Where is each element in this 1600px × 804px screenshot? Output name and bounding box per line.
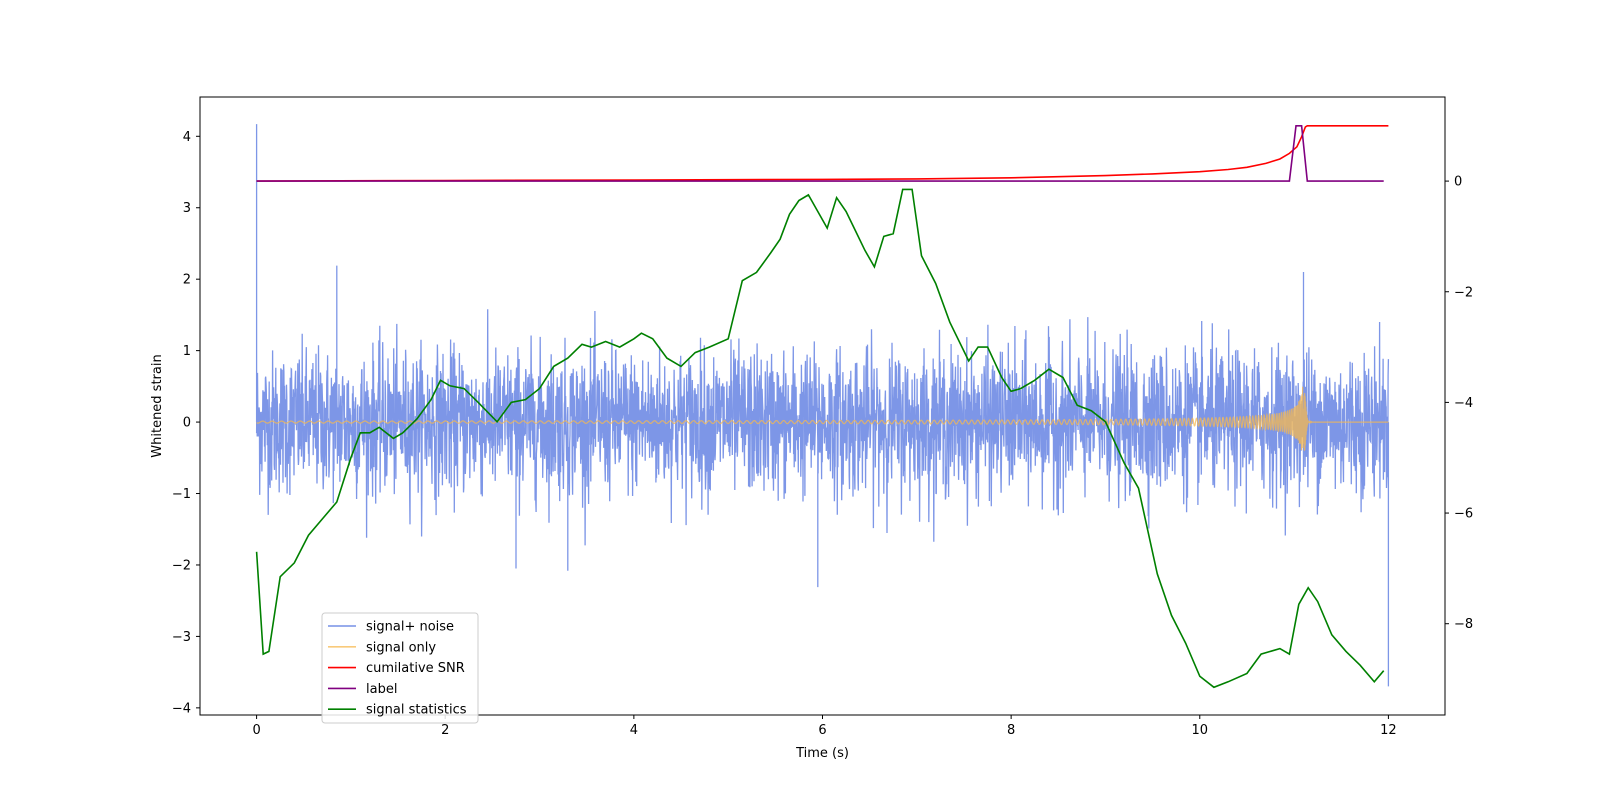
x-tick-label: 4: [630, 723, 638, 738]
y2-tick-label: −4: [1454, 396, 1473, 411]
legend-entry-label: signal only: [366, 640, 436, 655]
series-label-line: [256, 125, 1384, 182]
series-cumilative-snr-line: [256, 125, 1389, 182]
legend-entry-label: signal statistics: [366, 703, 467, 718]
y2-tick-label: −2: [1454, 285, 1473, 300]
y-axis-label: Whitened strain: [150, 354, 165, 457]
plot-layer: [255, 124, 1390, 689]
y-tick-label: −4: [172, 701, 191, 716]
series-signal-only-line: [256, 386, 1389, 451]
x-tick-label: 8: [1007, 723, 1015, 738]
y2-tick-label: 0: [1454, 175, 1462, 190]
legend-box: [321, 612, 479, 724]
series-signal-statistics-line: [255, 188, 1385, 689]
legend: signal+ noise signal only cumilative SNR la…: [321, 612, 479, 724]
legend-entry-label: signal+ noise: [366, 620, 454, 635]
y2-tick-label: −6: [1454, 507, 1473, 522]
x-tick-label: 6: [818, 723, 826, 738]
y-tick-label: −2: [172, 558, 191, 573]
x-tick-label: 0: [252, 723, 260, 738]
y-tick-label: 0: [183, 416, 191, 431]
x-tick-label: 2: [441, 723, 449, 738]
y-tick-label: −1: [172, 487, 191, 502]
y-tick-label: 1: [183, 344, 191, 359]
y-tick-label: −3: [172, 630, 191, 645]
x-axis-label: Time (s): [795, 746, 849, 761]
legend-entry-label: cumilative SNR: [366, 661, 465, 676]
legend-entry-label: label: [366, 682, 397, 697]
series-group: [255, 124, 1390, 689]
y-tick-label: 3: [183, 201, 191, 216]
y-tick-label: 4: [183, 130, 191, 145]
series-signal-noise-line: [255, 124, 1390, 687]
y2-tick-label: −8: [1454, 617, 1473, 632]
y-tick-label: 2: [183, 273, 191, 288]
x-tick-label: 10: [1191, 723, 1208, 738]
x-tick-label: 12: [1380, 723, 1397, 738]
